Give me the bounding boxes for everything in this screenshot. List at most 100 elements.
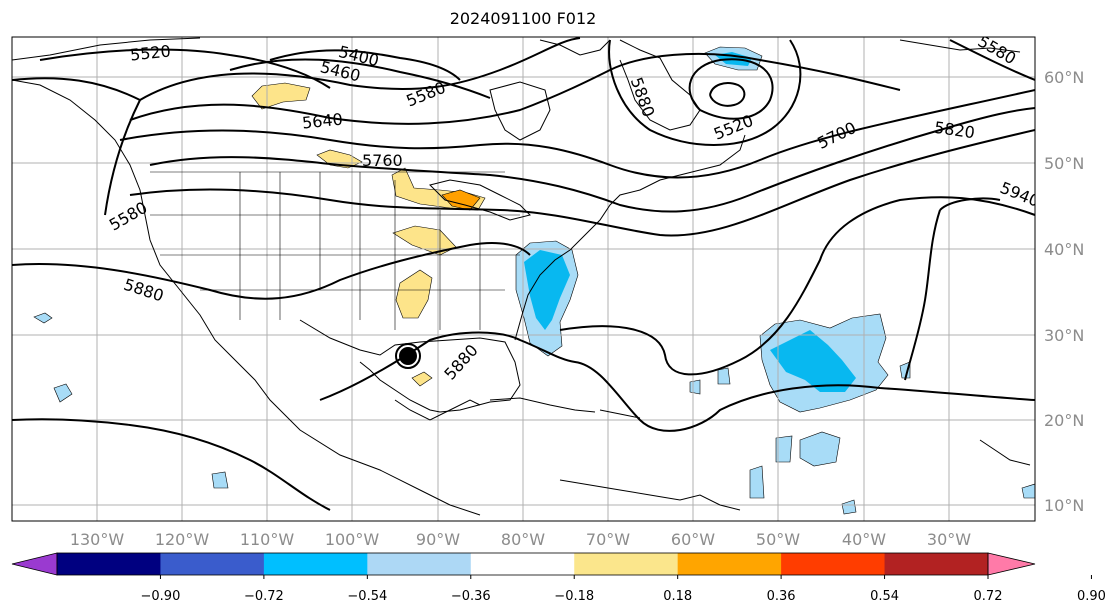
contour-label: 5640 — [301, 110, 343, 133]
colorbar-frame — [56, 552, 989, 576]
blue-patch — [689, 379, 701, 395]
yellow-patch — [411, 371, 433, 387]
lat-label: 40°N — [1044, 240, 1084, 259]
lat-label: 20°N — [1044, 411, 1084, 430]
latitude-axis: 60°N 50°N 40°N 30°N 20°N 10°N — [1044, 68, 1084, 515]
yellow-patch — [251, 82, 311, 110]
blue-patch — [524, 250, 570, 330]
contour-5940-lower — [904, 209, 941, 381]
great-lakes — [429, 179, 531, 221]
blue-patch — [33, 312, 53, 324]
north-america-west-coast — [12, 79, 481, 516]
lon-label: 100°W — [325, 530, 380, 549]
lon-label: 40°W — [842, 530, 886, 549]
lat-label: 60°N — [1044, 68, 1084, 87]
colorbar-label: 0.18 — [663, 589, 692, 604]
blue-patch — [770, 330, 856, 392]
lon-label: 90°W — [416, 530, 460, 549]
hudson-bay — [489, 81, 551, 141]
colorbar-extend-high — [987, 552, 1036, 576]
north-america-north — [12, 37, 201, 61]
colorbar-segment — [160, 553, 265, 575]
blue-patch — [775, 435, 793, 463]
contour-south — [12, 418, 331, 511]
contour-5880-atlantic — [559, 196, 1035, 376]
colorbar-label: −0.36 — [451, 589, 491, 604]
contour-5580 — [139, 37, 581, 101]
lon-label: 80°W — [501, 530, 545, 549]
blue-patch — [1021, 483, 1035, 499]
blue-patch — [53, 383, 73, 403]
contour-5880-gulf — [319, 331, 1035, 432]
lat-label: 50°N — [1044, 154, 1084, 173]
colorbar-label: 0.54 — [870, 589, 899, 604]
colorbar-label: 0.72 — [974, 589, 1003, 604]
blue-patch — [211, 471, 229, 489]
contour-label: 5580 — [403, 78, 448, 111]
contour-label: 5880 — [121, 275, 166, 306]
colorbar-label: 0.90 — [1077, 589, 1105, 604]
contour-east — [949, 39, 1035, 81]
yellow-patch — [395, 269, 433, 319]
storm-marker-ring — [395, 343, 421, 369]
contour-label: 5520 — [129, 41, 171, 64]
contour-label: 5880 — [440, 341, 481, 384]
contour-5700 — [119, 89, 1035, 179]
height-contours — [12, 37, 1035, 511]
colorbar: −0.90 −0.72 −0.54 −0.36 −0.18 0.18 0.36 0.54 0.7… — [11, 552, 1105, 604]
colorbar-segment — [367, 553, 472, 575]
colorbar-segment — [574, 553, 679, 575]
colorbar-label: −0.72 — [244, 589, 284, 604]
colorbar-segment — [677, 553, 782, 575]
blue-patch — [841, 499, 857, 515]
contour-5880 — [12, 242, 531, 300]
contour-5400 — [269, 49, 461, 81]
contour-5520-east — [688, 58, 774, 120]
blue-patch — [749, 465, 765, 499]
blue-patch — [717, 367, 731, 385]
canada-arctic — [539, 39, 611, 56]
colorbar-segment — [470, 553, 575, 575]
lon-label: 30°W — [927, 530, 971, 549]
colorbar-segment — [57, 553, 161, 575]
contour-label: 5580 — [106, 198, 151, 235]
contour-label: 5700 — [814, 118, 859, 153]
africa-coast — [979, 439, 1031, 466]
contour-5520-low — [709, 82, 746, 107]
europe-coast — [899, 39, 1021, 53]
map-frame — [11, 36, 1036, 522]
contour-labels: 5520 5400 5460 5580 5640 5760 5880 5880 … — [106, 37, 1035, 384]
coastlines — [12, 37, 1031, 516]
lon-label: 110°W — [240, 530, 295, 549]
contour-5520 — [39, 48, 331, 89]
colorbar-label: 0.36 — [767, 589, 796, 604]
contour-5580-greenland — [608, 39, 802, 146]
lon-label: 120°W — [155, 530, 210, 549]
east-coast — [514, 134, 746, 341]
colorbar-segment — [781, 553, 886, 575]
contour-label: 5760 — [362, 151, 403, 170]
colorbar-label: −0.18 — [554, 589, 594, 604]
hispaniola — [599, 409, 641, 419]
lon-label: 70°W — [586, 530, 630, 549]
contour-5460 — [229, 58, 491, 99]
colorbar-segment — [263, 553, 368, 575]
map-title: 2024091100 F012 — [449, 9, 597, 28]
lon-label: 130°W — [70, 530, 125, 549]
shaded-regions — [33, 46, 1035, 515]
longitude-axis: 130°W 120°W 110°W 100°W 90°W 80°W 70°W 6… — [70, 530, 971, 549]
lon-label: 50°W — [756, 530, 800, 549]
lat-label: 10°N — [1044, 496, 1084, 515]
yucatan — [394, 399, 481, 421]
contour-5940 — [939, 197, 1001, 211]
contour-5820 — [129, 129, 1035, 237]
storm-marker — [399, 347, 417, 365]
contour-5760 — [149, 107, 1035, 213]
colorbar-extend-low — [11, 552, 58, 576]
contour-5640 — [129, 52, 901, 125]
cuba — [489, 397, 596, 413]
blue-patch — [799, 431, 841, 467]
lon-label: 60°W — [671, 530, 715, 549]
colorbar-label: −0.90 — [141, 589, 181, 604]
